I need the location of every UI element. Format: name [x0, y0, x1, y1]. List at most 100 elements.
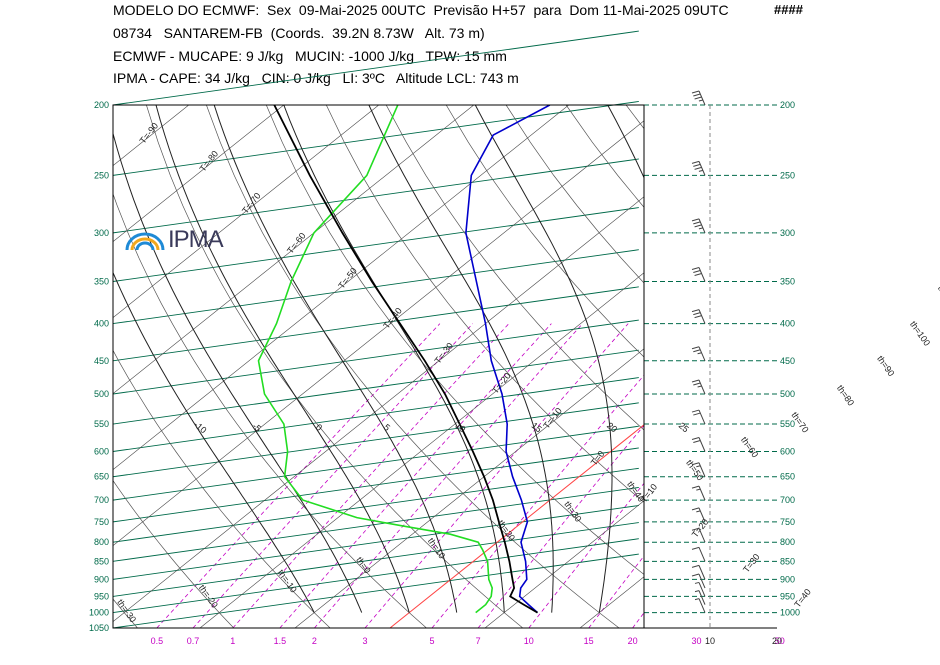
isotherm-line [0, 105, 94, 628]
mixing-ratio-label: 0.7 [187, 636, 200, 646]
wind-barb-half [697, 352, 702, 355]
isobar-label-right: 900 [780, 574, 795, 584]
wind-barb-shaft [698, 379, 706, 395]
mixing-ratio-line [780, 324, 940, 628]
isobar-label-left: 350 [94, 277, 109, 287]
isobar-label-left: 550 [94, 419, 109, 429]
header-hash: #### [774, 2, 803, 17]
isobar-line [112, 30, 639, 106]
isotherm-line [389, 424, 644, 628]
isotherm-line [675, 105, 940, 628]
dry-adiabat-line [385, 105, 644, 431]
wind-barb-flag [693, 440, 701, 443]
moist-adiabat-line [213, 105, 458, 613]
isobar-label-right: 350 [780, 277, 795, 287]
isotherm-label: T=-30 [433, 341, 456, 366]
wind-barb-shaft [698, 598, 706, 613]
dry-adiabat-line [686, 105, 940, 628]
isotherm-line [113, 105, 474, 394]
isobar-label-left: 450 [94, 356, 109, 366]
wind-barb-shaft [698, 485, 706, 501]
isobar-label-right: 300 [780, 228, 795, 238]
dry-adiabat-line [445, 105, 644, 358]
isobar-label-right: 600 [780, 446, 795, 456]
isobar-label-left: 700 [94, 495, 109, 505]
wind-barb-half [698, 99, 704, 102]
wind-barb-shaft [698, 507, 706, 523]
isobar-label-left: 900 [94, 574, 109, 584]
moist-adiabat-label: 20 [605, 420, 619, 434]
wind-barb-flag [691, 437, 700, 440]
mixing-ratio-label: 1.5 [274, 636, 287, 646]
mixing-ratio-label: 7 [476, 636, 481, 646]
dry-adiabat-label: th=-10 [276, 568, 299, 595]
wind-axis-tick: 20 [772, 636, 782, 646]
dry-adiabat-label: th=-20 [197, 583, 220, 610]
dry-adiabat-label: th=10 [426, 536, 447, 560]
mixing-ratio-line [279, 323, 552, 628]
wind-barb-flag [694, 224, 702, 228]
dry-adiabat-line [746, 105, 940, 628]
isobar-line [112, 158, 639, 234]
isotherm-line [484, 500, 644, 628]
isobar-label-right: 850 [780, 556, 795, 566]
moist-adiabat-line [113, 131, 363, 613]
wind-barb-flag [693, 163, 701, 167]
mixing-ratio-label: 15 [584, 636, 594, 646]
isobar-line [112, 319, 639, 395]
dry-adiabat-label: th=30 [562, 499, 583, 523]
wind-barb-flag [691, 346, 700, 350]
wind-barb-shaft [698, 409, 706, 425]
wind-barb-flag [691, 409, 700, 413]
isobar-label-right: 250 [780, 170, 795, 180]
isobar-label-left: 600 [94, 446, 109, 456]
isobar-label-right: 800 [780, 537, 795, 547]
wind-barb-flag [691, 546, 700, 550]
wind-barb-flag [691, 379, 700, 383]
wind-barb-flag [691, 573, 700, 577]
wind-barb-half [698, 227, 704, 230]
dry-adiabat-line [113, 349, 331, 628]
wind-barb-flag [694, 96, 702, 100]
temperature-profile-line [465, 105, 551, 614]
wind-barb-flag [691, 90, 700, 94]
isobar-label-right: 950 [780, 591, 795, 601]
wind-barb-shaft [698, 528, 706, 543]
dry-adiabat-label: th=-30 [115, 597, 138, 624]
wind-barb-half [694, 581, 700, 584]
mixing-ratio-label: 5 [429, 636, 434, 646]
ipma-logo: IPMA [124, 226, 224, 256]
isobar-label-right: 1000 [780, 608, 800, 618]
mixing-ratio-label: 50 [775, 636, 785, 646]
isobar-line [112, 425, 639, 501]
isotherm-label: T=-50 [336, 266, 359, 291]
dry-adiabat-label: th=100 [908, 319, 932, 347]
wind-barb-flag [693, 93, 701, 97]
mixing-ratio-label: 3 [363, 636, 368, 646]
wind-barb-half [697, 385, 702, 388]
dry-adiabat-line [265, 105, 644, 575]
wind-barb-half [694, 590, 700, 593]
dry-adiabat-line [505, 105, 644, 284]
isobar-label-right: 700 [780, 495, 795, 505]
wind-barb-flag [693, 412, 701, 416]
wind-barb-shaft [698, 582, 706, 597]
dry-adiabat-line [113, 598, 138, 628]
isotherm-line [113, 105, 379, 318]
isobar-label-left: 250 [94, 170, 109, 180]
mixing-ratio-line [477, 424, 644, 628]
isotherm-label: T=20 [690, 517, 711, 540]
isobar-label-left: 500 [94, 389, 109, 399]
dry-adiabat-label: th=60 [739, 435, 760, 459]
wind-barb-shaft [698, 437, 706, 452]
mixing-ratio-line [156, 323, 441, 628]
wind-barb-flag [691, 160, 700, 164]
isotherm-line [294, 348, 644, 628]
mixing-ratio-label: 10 [524, 636, 534, 646]
mixing-ratio-line [632, 612, 644, 628]
wind-barb-flag [693, 349, 701, 353]
isobar-line [112, 207, 639, 282]
wind-barb-flag [691, 218, 700, 222]
moist-adiabat-label: -10 [192, 419, 208, 435]
